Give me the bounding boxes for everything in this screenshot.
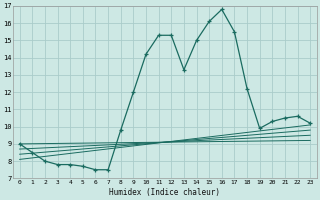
X-axis label: Humidex (Indice chaleur): Humidex (Indice chaleur) <box>109 188 220 197</box>
